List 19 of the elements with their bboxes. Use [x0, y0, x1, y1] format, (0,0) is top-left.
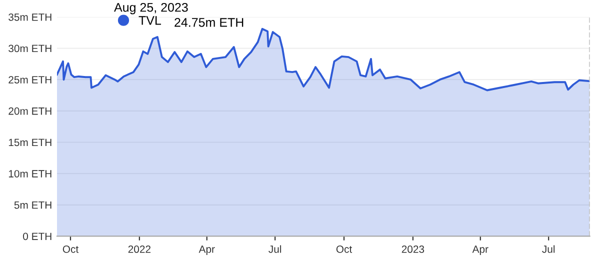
y-tick-label: 25m ETH [8, 76, 52, 84]
y-tick-label: 5m ETH [14, 201, 52, 209]
x-tick-label: 2023 [402, 246, 424, 253]
x-tick-label: Jul [542, 245, 555, 253]
legend-label: TVL [138, 16, 162, 25]
annotation: 24.75m ETH [174, 18, 244, 27]
x-tick-label: Jul [268, 245, 282, 253]
y-tick-label: 0 ETH [23, 232, 52, 240]
x-tick-label: Apr [472, 246, 488, 255]
text: Aug 25, 2023 [114, 2, 188, 14]
x-tick-label: Oct [62, 246, 79, 253]
x-tick-label: Apr [198, 246, 215, 255]
y-tick-label: 30m ETH [8, 44, 52, 52]
y-tick-label: 15m ETH [8, 138, 52, 146]
y-tick-label: 10m ETH [8, 170, 52, 178]
y-tick-label: 20m ETH [8, 107, 52, 115]
x-tick-label: 2022 [128, 246, 150, 253]
x-tick-label: Oct [336, 246, 352, 253]
y-tick-label: 35m ETH [8, 13, 52, 21]
